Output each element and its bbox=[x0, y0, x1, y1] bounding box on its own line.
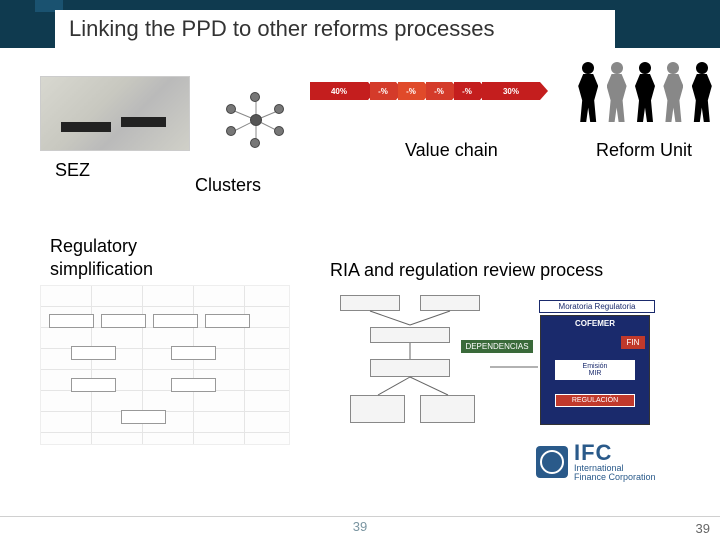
ria-label: RIA and regulation review process bbox=[330, 260, 603, 281]
page-number-center: 39 bbox=[353, 519, 367, 534]
fin-label: FIN bbox=[621, 336, 645, 349]
regulatory-simplification-label: Regulatory simplification bbox=[50, 235, 200, 280]
value-chain-segment: 40% bbox=[310, 82, 368, 100]
globe-icon bbox=[536, 446, 568, 478]
page-number-right: 39 bbox=[696, 521, 710, 536]
regulacion-label: REGULACIÓN bbox=[555, 394, 635, 407]
value-chain-image: 40% -% -% -% -% 30% bbox=[310, 80, 560, 102]
title-box: Linking the PPD to other reforms process… bbox=[55, 10, 615, 48]
sez-image bbox=[40, 76, 190, 151]
slide-content: SEZ Clusters 40% -% -% -% -% 30% Value c… bbox=[0, 70, 720, 510]
ifc-logo: IFC International Finance Corporation bbox=[536, 444, 706, 480]
value-chain-segment: -% bbox=[454, 82, 480, 100]
ifc-name: IFC bbox=[574, 442, 656, 464]
value-chain-segment: -% bbox=[370, 82, 396, 100]
cofemer-box: COFEMER DEPENDENCIAS FIN EmisiónMIR REGU… bbox=[540, 315, 650, 425]
ria-image: COFEMER DEPENDENCIAS FIN EmisiónMIR REGU… bbox=[330, 285, 660, 455]
value-chain-segment: -% bbox=[426, 82, 452, 100]
dependencias-label: DEPENDENCIAS bbox=[461, 340, 533, 353]
slide-title: Linking the PPD to other reforms process… bbox=[69, 16, 495, 42]
value-chain-segment: 30% bbox=[482, 82, 540, 100]
clusters-label: Clusters bbox=[195, 175, 261, 196]
reform-unit-label: Reform Unit bbox=[596, 140, 692, 161]
regulatory-simplification-image bbox=[40, 285, 290, 445]
value-chain-segment: -% bbox=[398, 82, 424, 100]
moratoria-label: Moratoria Regulatoria bbox=[539, 300, 655, 313]
value-chain-label-text: Value chain bbox=[405, 140, 498, 160]
value-chain-label: Value chain bbox=[405, 140, 498, 162]
ifc-sub2: Finance Corporation bbox=[574, 473, 656, 482]
reform-unit-image bbox=[575, 50, 715, 130]
clusters-image bbox=[220, 90, 290, 150]
cofemer-label: COFEMER bbox=[541, 319, 649, 328]
cofemer-inner-1: EmisiónMIR bbox=[555, 360, 635, 380]
sez-label: SEZ bbox=[55, 160, 90, 181]
